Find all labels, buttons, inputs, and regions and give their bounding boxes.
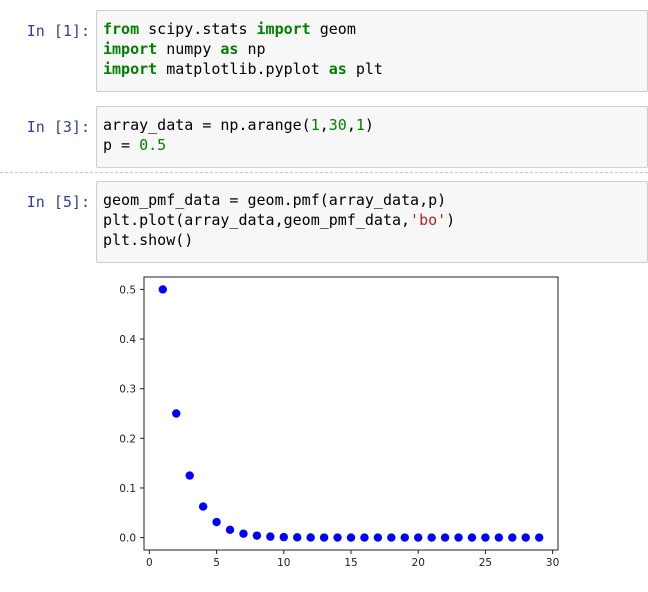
x-tick-label: 10 <box>277 557 290 569</box>
code-token: geom_pmf_data = geom.pmf(array_data,p) <box>103 191 447 209</box>
code-line: plt.plot(array_data,geom_pmf_data,'bo') <box>103 210 641 230</box>
code-line: array_data = np.arange(1,30,1) <box>103 115 641 135</box>
cell-prompt: In [1]: <box>26 22 90 40</box>
data-point <box>172 409 181 418</box>
y-tick-label: 0.5 <box>119 284 136 296</box>
data-point <box>239 529 248 538</box>
code-token: 1 <box>310 116 320 134</box>
code-token: 0.5 <box>139 136 167 154</box>
data-point <box>279 532 288 542</box>
output-plot: 0 5 10 15 20 25 30 0.0 0.1 0.2 0.3 0.4 0.5 <box>119 276 559 569</box>
data-point <box>360 533 369 542</box>
code-token: np <box>238 40 266 58</box>
data-point <box>266 532 275 541</box>
code-line: plt.show() <box>103 230 641 250</box>
y-tick-label: 0.1 <box>119 483 136 495</box>
code-input[interactable]: from scipy.stats import geom import numpy… <box>96 10 648 92</box>
code-token: geom <box>310 20 356 38</box>
data-point <box>454 533 463 542</box>
code-input[interactable]: geom_pmf_data = geom.pmf(array_data,p) pl… <box>96 181 648 263</box>
data-point <box>387 533 396 542</box>
x-tick-label: 15 <box>344 557 357 569</box>
data-point <box>333 533 342 542</box>
cell-prompt: In [3]: <box>26 118 90 136</box>
data-point <box>481 533 490 542</box>
plot-frame <box>143 276 559 551</box>
y-tick-label: 0.0 <box>119 533 136 545</box>
cell-separator <box>0 172 648 173</box>
code-token: 'bo' <box>410 211 447 229</box>
code-token: as <box>328 60 347 78</box>
code-token: p = <box>103 136 140 154</box>
x-tick-label: 30 <box>546 557 559 569</box>
data-point <box>373 533 383 542</box>
code-line: import numpy as np <box>103 39 641 59</box>
code-cell-5[interactable]: In [5]: geom_pmf_data = geom.pmf(array_d… <box>0 181 648 263</box>
data-point <box>198 502 208 511</box>
code-token: , <box>319 116 329 134</box>
code-token: from <box>103 20 140 38</box>
x-tick-label: 25 <box>479 557 492 569</box>
x-tick-label: 5 <box>213 557 220 569</box>
plot-axes: 0 5 10 15 20 25 30 0.0 0.1 0.2 0.3 0.4 0.5 <box>119 276 559 569</box>
code-line: p = 0.5 <box>103 135 641 155</box>
data-point <box>225 525 235 535</box>
x-tick-label: 20 <box>412 557 425 569</box>
data-point <box>467 533 477 542</box>
data-point <box>293 533 302 542</box>
code-token: plt <box>346 60 383 78</box>
data-point <box>319 533 329 542</box>
code-token: as <box>220 40 239 58</box>
y-tick-label: 0.4 <box>119 334 136 346</box>
y-tick-label: 0.3 <box>119 384 136 396</box>
code-token: plt.show() <box>103 231 194 249</box>
code-token: numpy <box>157 40 221 58</box>
data-point <box>185 471 194 480</box>
code-line: geom_pmf_data = geom.pmf(array_data,p) <box>103 190 641 210</box>
code-token: scipy.stats <box>139 20 257 38</box>
code-cell-3[interactable]: In [3]: array_data = np.arange(1,30,1) p … <box>0 106 648 168</box>
code-line: import matplotlib.pyplot as plt <box>103 59 641 79</box>
data-point <box>346 533 356 542</box>
code-cell-1[interactable]: In [1]: from scipy.stats import geom impo… <box>0 10 648 92</box>
code-token: 1 <box>355 116 365 134</box>
cell-prompt: In [5]: <box>26 193 90 211</box>
code-token: 30 <box>328 116 347 134</box>
data-point <box>508 533 517 542</box>
code-token: import <box>103 40 158 58</box>
code-token: array_data = np.arange( <box>103 116 311 134</box>
data-point <box>306 533 315 542</box>
data-point <box>400 533 409 542</box>
data-point <box>440 533 450 542</box>
data-point <box>252 531 262 540</box>
code-token: , <box>346 116 356 134</box>
code-token: import <box>256 20 311 38</box>
data-point <box>414 533 423 542</box>
data-point <box>212 517 221 527</box>
code-token: matplotlib.pyplot <box>157 60 329 78</box>
code-token: import <box>103 60 158 78</box>
code-input[interactable]: array_data = np.arange(1,30,1) p = 0.5 <box>96 106 648 168</box>
data-point <box>534 533 544 542</box>
data-point <box>158 285 168 294</box>
code-line: from scipy.stats import geom <box>103 19 641 39</box>
code-token: plt.plot(array_data,geom_pmf_data, <box>103 211 411 229</box>
data-point <box>427 533 436 542</box>
data-point <box>521 533 530 542</box>
code-token: ) <box>364 116 374 134</box>
data-point <box>494 533 504 542</box>
x-tick-label: 0 <box>146 557 153 569</box>
y-tick-label: 0.2 <box>119 433 136 445</box>
code-token: ) <box>446 211 456 229</box>
